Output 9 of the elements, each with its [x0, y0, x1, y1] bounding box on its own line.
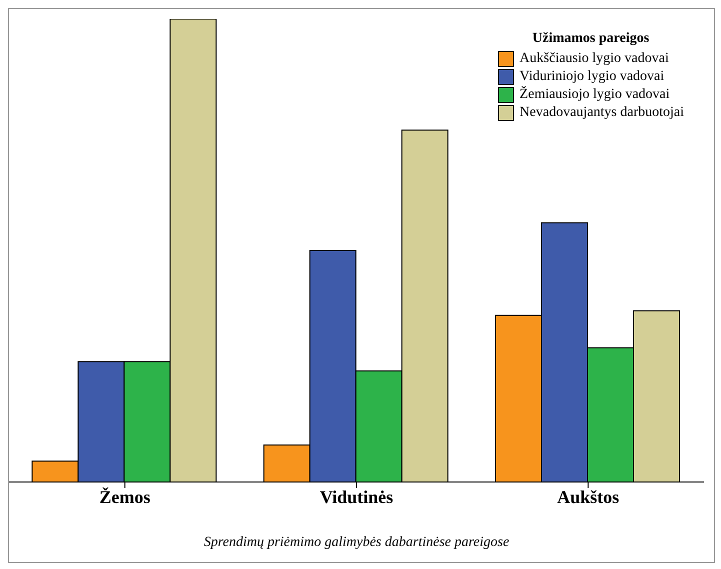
legend-label: Viduriniojo lygio vadovai [520, 69, 664, 85]
legend-label: Aukščiausio lygio vadovai [520, 51, 669, 67]
legend-title: Užimamos pareigos [531, 31, 650, 47]
x-tick-label: Žemos [99, 486, 150, 507]
legend-label: Žemiausiojo lygio vadovai [520, 87, 670, 103]
x-tick-label: Aukštos [557, 486, 620, 507]
legend-label: Nevadovaujantys darbuotojai [520, 105, 684, 121]
x-axis-title: Sprendimų priėmimo galimybės dabartinėse pareigose [204, 535, 510, 550]
x-tick-label: Vidutinės [320, 486, 394, 507]
